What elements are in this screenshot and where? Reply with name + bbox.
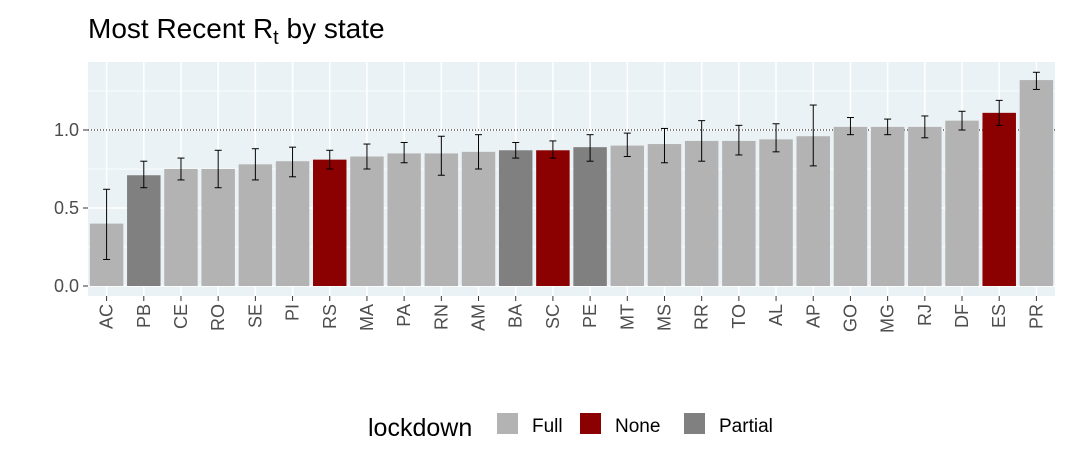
errorbar-se bbox=[251, 148, 259, 181]
x-tick-label-es: ES bbox=[989, 304, 1009, 328]
error-bars bbox=[103, 71, 1040, 260]
bar-se bbox=[238, 164, 273, 286]
errorbar-rr bbox=[698, 120, 706, 162]
x-tick-label-pb: PB bbox=[134, 304, 154, 328]
bar-es bbox=[982, 112, 1016, 286]
errorbar-ce bbox=[177, 157, 185, 181]
errorbar-go bbox=[846, 117, 854, 136]
chart-title-subscript: t bbox=[273, 27, 279, 49]
x-tick-label-rs: RS bbox=[320, 304, 340, 329]
errorbar-al bbox=[772, 123, 780, 153]
bar-ba bbox=[498, 150, 533, 286]
x-tick-label-al: AL bbox=[766, 304, 786, 326]
bar-pe bbox=[573, 147, 607, 286]
x-tick-label-ap: AP bbox=[803, 304, 823, 328]
y-tick-label: 1.0 bbox=[54, 120, 79, 140]
errorbar-ap bbox=[809, 104, 817, 167]
legend-label: None bbox=[615, 416, 660, 437]
y-axis: 0.0 0.5 1.0 bbox=[54, 120, 88, 296]
errorbar-rn bbox=[437, 135, 445, 176]
errorbar-am bbox=[475, 134, 483, 170]
errorbar-pa bbox=[400, 141, 408, 164]
x-tick-label-se: SE bbox=[245, 304, 265, 328]
x-tick-label-ba: BA bbox=[506, 304, 526, 328]
legend-swatch bbox=[684, 413, 705, 434]
bar-mt bbox=[610, 145, 645, 286]
x-tick-label-pi: PI bbox=[283, 304, 303, 321]
bars bbox=[89, 80, 1054, 286]
legend-title: lockdown bbox=[368, 414, 472, 442]
bar-mg bbox=[870, 126, 905, 286]
x-tick-label-pe: PE bbox=[580, 304, 600, 328]
x-tick-label-rr: RR bbox=[692, 304, 712, 330]
bar-to bbox=[722, 140, 756, 286]
bar-pa bbox=[387, 153, 421, 286]
chart-title-suffix: by state bbox=[279, 13, 385, 44]
x-tick-label-rj: RJ bbox=[915, 304, 935, 326]
x-tick-label-ce: CE bbox=[171, 304, 191, 329]
errorbar-pi bbox=[289, 146, 297, 178]
errorbar-rs bbox=[326, 149, 334, 170]
x-tick-label-df: DF bbox=[952, 304, 972, 328]
legend-entry-none: None bbox=[580, 413, 660, 437]
errorbar-pe bbox=[586, 134, 594, 162]
x-tick-label-ma: MA bbox=[357, 304, 377, 331]
legend-entry-partial: Partial bbox=[684, 413, 773, 437]
bar-sc bbox=[536, 150, 570, 286]
errorbar-ro bbox=[214, 149, 222, 189]
bar-rr bbox=[684, 140, 719, 286]
bar-ro bbox=[201, 169, 235, 286]
y-tick-label: 0.0 bbox=[54, 276, 79, 296]
legend-entry-full: Full bbox=[497, 413, 563, 437]
bar-rs bbox=[313, 159, 347, 286]
errorbar-rj bbox=[921, 115, 929, 139]
errorbar-mt bbox=[623, 132, 631, 158]
chart-title: Most Recent Rt by state bbox=[88, 13, 385, 49]
x-tick-label-ro: RO bbox=[208, 304, 228, 331]
errorbar-ma bbox=[363, 143, 371, 170]
bar-al bbox=[759, 139, 793, 286]
legend-swatch bbox=[580, 413, 601, 434]
x-tick-label-am: AM bbox=[469, 304, 489, 331]
errorbar-es bbox=[995, 99, 1003, 126]
x-tick-label-to: TO bbox=[729, 304, 749, 329]
errorbar-sc bbox=[549, 140, 557, 159]
x-axis: AC PB CE RO SE PI RS MA PA RN AM BA SC PE MT MS RR TO AL AP… bbox=[97, 296, 1046, 333]
bar-ce bbox=[164, 169, 198, 286]
x-tick-label-pa: PA bbox=[394, 304, 414, 327]
errorbar-to bbox=[735, 124, 743, 156]
errorbar-ac bbox=[103, 188, 111, 260]
legend-label: Full bbox=[532, 416, 563, 437]
x-tick-label-rn: RN bbox=[431, 304, 451, 330]
errorbar-mg bbox=[884, 118, 892, 136]
bar-ms bbox=[647, 144, 682, 286]
bar-ma bbox=[350, 156, 384, 286]
bar-df bbox=[945, 120, 979, 286]
errorbar-ms bbox=[660, 127, 668, 164]
bar-pr bbox=[1019, 80, 1054, 286]
errorbar-pr bbox=[1032, 71, 1040, 90]
legend: lockdown Full None Partial bbox=[368, 413, 773, 442]
x-tick-label-mg: MG bbox=[878, 304, 898, 333]
legend-swatch bbox=[497, 413, 518, 434]
bar-pi bbox=[275, 161, 310, 286]
legend-label: Partial bbox=[719, 416, 773, 437]
errorbar-ba bbox=[512, 141, 520, 159]
errorbar-pb bbox=[140, 160, 148, 189]
chart-title-main: Most Recent R bbox=[88, 13, 273, 44]
x-tick-label-go: GO bbox=[840, 304, 860, 332]
x-tick-label-mt: MT bbox=[617, 304, 637, 330]
x-tick-label-pr: PR bbox=[1026, 304, 1046, 329]
errorbar-df bbox=[958, 110, 966, 131]
bar-go bbox=[833, 126, 868, 286]
y-tick-label: 0.5 bbox=[54, 198, 79, 218]
x-tick-label-ms: MS bbox=[654, 304, 674, 331]
x-tick-label-sc: SC bbox=[543, 304, 563, 329]
bar-pb bbox=[127, 175, 161, 286]
x-tick-label-ac: AC bbox=[97, 304, 117, 329]
bar-rj bbox=[908, 126, 942, 286]
bar-am bbox=[461, 151, 496, 286]
legend-entries: Full None Partial bbox=[497, 413, 773, 437]
